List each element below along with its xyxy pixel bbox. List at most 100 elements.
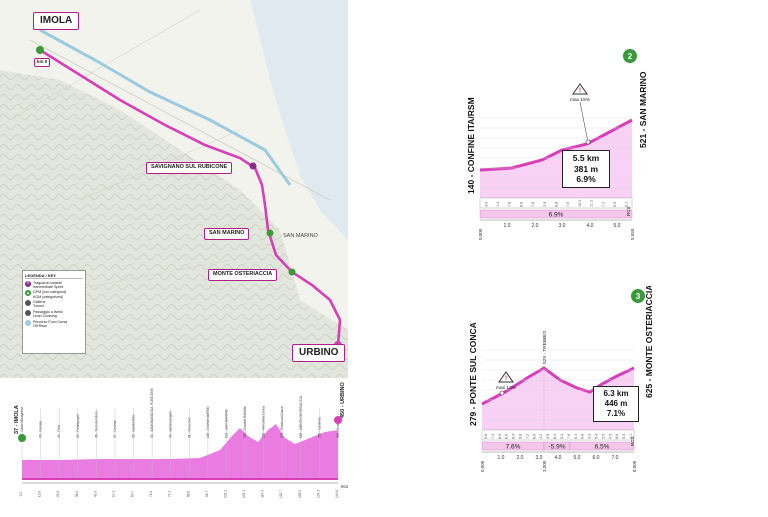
place-label: 33 - Faenza [39, 421, 43, 438]
stage-start-label: 37 - IMOLA [14, 405, 20, 434]
place-label: 36 - Torre del Moro [94, 411, 98, 438]
climb2-grad: 7.1% [606, 409, 626, 418]
legend-label: Traguardo volante Intermediate Sprint [33, 280, 64, 289]
avg-grad-label: -5.9% [549, 444, 566, 451]
km-label: 88.6 [186, 491, 190, 497]
segment-grad: 3.0 [484, 202, 488, 207]
climb-km-end: 8.000 [632, 460, 637, 472]
climb-km-end: 5.550 [630, 228, 635, 240]
km-label: 0.0 [19, 492, 23, 497]
max-grad-warning-icon [572, 83, 588, 95]
kom-badge-icon [631, 289, 645, 303]
avg-grad-label: 6.9% [549, 212, 564, 219]
segment-grad: 11.2 [590, 200, 594, 207]
kom-badge-number: 2 [628, 52, 633, 61]
place-label: 279 - Ponte sul Conca [280, 406, 284, 438]
stage-profile-chart: 40 - Castel Bolognese 0.0 33 - Faenza 13.6 3… [14, 382, 349, 498]
climb-km-tick: 5.0 [574, 455, 581, 461]
km-label: 38.4 [75, 491, 79, 497]
km0-label: km 0 [34, 58, 51, 67]
segment-grad: 6.6 [519, 202, 523, 207]
segment-grad: 10.2 [578, 200, 582, 207]
legend-list: S Traguardo volante Intermediate Sprint ▲ G… [25, 280, 83, 329]
segment-grad: 8.8 [555, 202, 559, 207]
start-marker [36, 46, 44, 54]
climb2-stats: 6.3 km 446 m 7.1% [593, 386, 639, 422]
km-label: 102.2 [223, 490, 227, 498]
segment-grad: 1.4 [496, 202, 500, 207]
map-terrain [0, 0, 348, 378]
segment-grad: 4.2 [539, 434, 543, 439]
legend-label: GPM (con categoria) KOM (categorized) [33, 290, 67, 299]
place-label: 625 - MONTE OSTERIACCIA [299, 395, 303, 438]
climb1-profile: 3.0 1.4 7.8 6.6 7.6 2.9 8.8 7.5 10.2 11.2 7.2 5.5 8.… [466, 49, 648, 240]
max-grad-exclaim: ! [505, 376, 507, 382]
segment-grad: 6.6 [505, 434, 509, 439]
climb1-grad: 6.9% [576, 174, 596, 185]
place-label: 34 - Forlì [57, 425, 61, 438]
climb1-stats: 5.5 km 381 m 6.9% [562, 150, 610, 188]
climb-line [479, 118, 633, 172]
san-marino-label: SAN MARINO [204, 228, 250, 240]
climb-km-tick: 3.0 [536, 455, 543, 461]
climb-km-end: 0.000 [480, 460, 485, 472]
stage-profile-area [22, 424, 338, 478]
place-label: 32 - SAVIGNANO SUL RUBICONE [150, 388, 154, 438]
legend-symbol-icon [25, 319, 31, 326]
legend-item: Passaggio a livello Level Crossing [25, 310, 83, 318]
climb-watermark: RCS [630, 436, 635, 446]
climb-km-tick: 1.0 [498, 455, 505, 461]
climb-km-tick: 2.0 [517, 455, 524, 461]
legend-symbol-icon [25, 310, 31, 317]
segment-grad: 8.6 [615, 434, 619, 439]
legend-item: S Traguardo volante Intermediate Sprint [25, 280, 83, 289]
km-label: 63.7 [131, 491, 135, 497]
place-label: 521 - SAN MARINO [224, 409, 228, 438]
legend-item: ▲ GPM (con categoria) KOM (categorized) [25, 290, 83, 299]
map-legend: LEGENDA / KEY S Traguardo volante Interme… [22, 270, 86, 354]
place-label: 349 - Schieti [336, 420, 340, 438]
place-label: 140 - Confine Ita/RSM [206, 406, 210, 438]
climb2-panel: 6.8 7.4 8.9 6.6 8.4 6.8 7.2 6.6 4.2 3.5 8.2 5.2 7.6 6… [452, 285, 662, 506]
legend-symbol-icon [25, 300, 31, 307]
segment-grad: 5.5 [601, 434, 605, 439]
climb-watermark: RCS [626, 206, 631, 216]
start-label: IMOLA [33, 12, 80, 30]
segment-grad: 2.9 [543, 202, 547, 207]
legend-item: Percorso Fuori Corsa Off Race [25, 319, 83, 328]
segment-grad: 7.2 [601, 202, 605, 207]
stage-baseline [22, 478, 338, 480]
km-label: 120.7 [279, 490, 283, 498]
km-label: 114.3 [261, 490, 265, 498]
climb-end-name: 521 - SAN MARINO [638, 71, 648, 148]
climb2-gain: 446 m [604, 399, 628, 408]
km-label: 96.7 [205, 491, 209, 497]
max-grad-label: max 15% [570, 97, 591, 103]
avg-grad-bar [569, 441, 635, 451]
place-label: 32 - Forlimpopoli [76, 414, 80, 438]
sprint-marker [249, 162, 257, 170]
km-label: 79.1 [168, 491, 172, 497]
segment-grad: 6.8 [519, 434, 523, 439]
climb-km-tick: 5.0 [614, 223, 621, 229]
segment-grad: 3.3 [588, 434, 592, 439]
legend-label: Passaggio a livello Level Crossing [33, 310, 63, 319]
climb-km-tick: 7.0 [612, 455, 619, 461]
finish-icon [334, 416, 342, 424]
max-grad-warning-icon [498, 371, 514, 383]
segment-grad: 6.8 [581, 434, 585, 439]
legend-item: Galleria Tunnel [25, 300, 83, 308]
climb-km-tick: 4.0 [587, 223, 594, 229]
race-route [39, 48, 342, 346]
segment-grad: 4.5 [608, 434, 612, 439]
climb-km-tick: 2.0 [532, 223, 539, 229]
legend-title: LEGENDA / KEY [25, 273, 83, 279]
segment-grad: 7.2 [525, 434, 529, 439]
savignano-label: SAVIGNANO SUL RUBICONE [146, 162, 233, 174]
avg-grad-label: 6.5% [595, 444, 610, 451]
segment-grad: 6.6 [532, 434, 536, 439]
legend-symbol-icon: S [25, 280, 31, 287]
max-grad-point [499, 390, 505, 396]
kom-marker-osteriaccia [288, 268, 296, 276]
segment-grad: 5.5 [613, 202, 617, 207]
